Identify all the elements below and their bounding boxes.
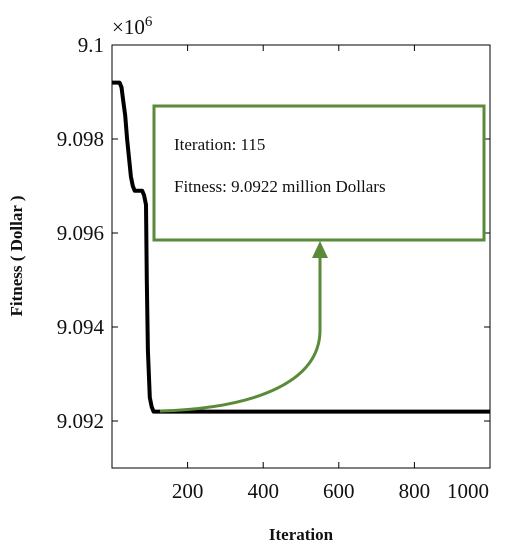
annotation-fitness-text: Fitness: 9.0922 million Dollars: [174, 177, 386, 196]
y-tick-label: 9.094: [57, 315, 105, 339]
annotation-box: [152, 104, 486, 242]
plot-area-frame: [111, 44, 491, 469]
annotation: Iteration: 115 Fitness: 9.0922 million D…: [152, 104, 486, 413]
annotation-iteration-text: Iteration: 115: [174, 135, 265, 154]
y-tick-label: 9.098: [57, 127, 104, 151]
y-multiplier-label: ×106: [112, 14, 153, 39]
x-tick-label: 400: [247, 479, 279, 503]
x-tick-label: 200: [172, 479, 204, 503]
x-tick-group: 200 400 600 800 1000: [172, 45, 491, 503]
y-tick-label: 9.096: [57, 221, 104, 245]
y-tick-group: 9.092 9.094 9.096 9.098 9.1: [57, 33, 490, 433]
x-axis-title: Iteration: [269, 525, 334, 544]
y-tick-label: 9.1: [78, 33, 104, 57]
y-tick-label: 9.092: [57, 409, 104, 433]
x-tick-label: 1000: [447, 479, 489, 503]
x-tick-label: 600: [323, 479, 355, 503]
x-tick-label: 800: [399, 479, 431, 503]
annotation-arrow-curve: [159, 258, 322, 413]
annotation-arrowhead: [312, 241, 328, 258]
y-axis-title: Fitness ( Dollar ): [7, 195, 26, 316]
